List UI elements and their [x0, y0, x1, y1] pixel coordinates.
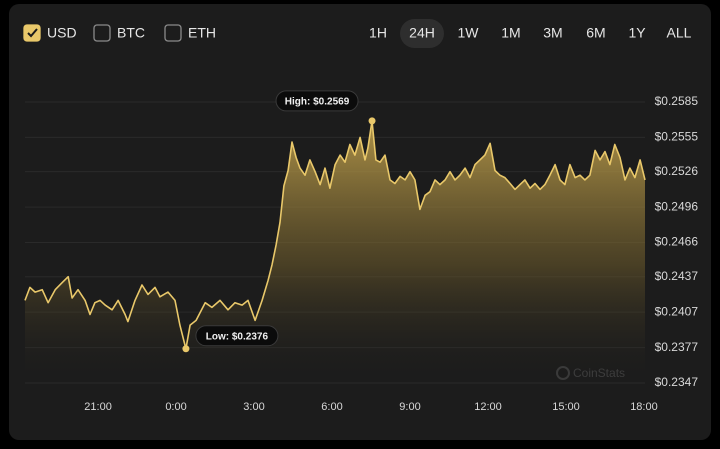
watermark-icon — [556, 366, 570, 380]
area-fill — [25, 120, 645, 384]
currency-toggle[interactable]: ETH — [164, 24, 216, 42]
x-tick-label: 12:00 — [474, 401, 502, 413]
x-tick-label: 15:00 — [552, 401, 580, 413]
range-label[interactable]: ALL — [667, 25, 692, 41]
y-tick-label: $0.2407 — [655, 304, 699, 318]
watermark: CoinStats — [556, 366, 625, 380]
range-label[interactable]: 3M — [543, 25, 562, 41]
annotation-box — [275, 90, 359, 112]
y-tick-label: $0.2466 — [655, 235, 699, 249]
watermark-text: CoinStats — [573, 366, 625, 380]
range-button[interactable]: 1M — [501, 25, 520, 41]
x-tick-label: 3:00 — [243, 401, 264, 413]
currency-toggle[interactable]: USD — [23, 24, 77, 42]
range-label[interactable]: 1W — [458, 25, 480, 41]
x-tick-label: 9:00 — [399, 401, 420, 413]
checkbox[interactable] — [164, 24, 182, 42]
range-label[interactable]: 6M — [586, 25, 605, 41]
extreme-dot — [182, 345, 190, 353]
range-label[interactable]: 1H — [369, 25, 387, 41]
range-label[interactable]: 24H — [409, 25, 435, 41]
range-button[interactable]: 1H — [369, 25, 387, 41]
extreme-dot — [368, 117, 376, 125]
x-tick-label: 21:00 — [84, 401, 112, 413]
range-button[interactable]: 1W — [458, 25, 480, 41]
currency-label[interactable]: ETH — [188, 25, 216, 41]
y-tick-label: $0.2437 — [655, 269, 699, 283]
x-tick-label: 6:00 — [321, 401, 342, 413]
range-label[interactable]: 1Y — [628, 25, 646, 41]
y-tick-label: $0.2555 — [655, 130, 699, 144]
annotation-text: High: $0.2569 — [285, 97, 350, 108]
range-button[interactable]: 1Y — [628, 25, 646, 41]
x-tick-label: 18:00 — [630, 401, 658, 413]
currency-label[interactable]: BTC — [117, 25, 145, 41]
y-tick-label: $0.2496 — [655, 199, 699, 213]
y-tick-label: $0.2377 — [655, 340, 699, 354]
checkbox[interactable] — [93, 24, 111, 42]
annotation-text: Low: $0.2376 — [206, 331, 269, 342]
range-button[interactable]: 3M — [543, 25, 562, 41]
range-label[interactable]: 1M — [501, 25, 520, 41]
y-tick-label: $0.2585 — [655, 94, 699, 108]
currency-label[interactable]: USD — [47, 25, 77, 41]
checkbox[interactable] — [23, 24, 41, 42]
currency-toggle[interactable]: BTC — [93, 24, 145, 42]
active-pill[interactable] — [400, 19, 444, 48]
range-button[interactable]: ALL — [667, 25, 692, 41]
annotation-box — [195, 325, 279, 347]
y-tick-label: $0.2526 — [655, 164, 699, 178]
y-tick-label: $0.2347 — [655, 375, 699, 389]
range-button[interactable]: 24H — [400, 19, 444, 48]
range-button[interactable]: 6M — [586, 25, 605, 41]
checkmark — [27, 28, 38, 38]
price-line — [24, 120, 646, 350]
x-tick-label: 0:00 — [165, 401, 186, 413]
